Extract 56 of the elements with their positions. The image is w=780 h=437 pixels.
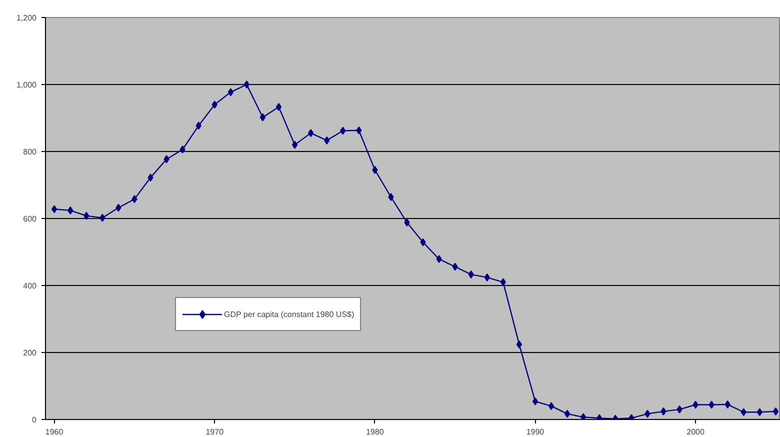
point: [500, 278, 506, 286]
point: [308, 129, 314, 138]
point: [340, 126, 346, 135]
y-tick-label: 400: [23, 282, 38, 290]
point: [452, 262, 458, 271]
point: [196, 122, 202, 130]
point: [756, 408, 762, 416]
y-tick-label: 1,000: [16, 80, 38, 90]
point: [260, 113, 266, 122]
x-tick-label: 1980: [366, 428, 384, 436]
point: [420, 238, 426, 246]
point: [660, 407, 666, 416]
point: [324, 136, 330, 144]
point: [388, 193, 394, 202]
point: [676, 405, 682, 414]
point: [148, 174, 154, 182]
point: [292, 140, 298, 149]
point: [580, 413, 586, 420]
point: [692, 400, 698, 409]
y-tick-label: 1,200: [16, 14, 38, 22]
point: [644, 410, 650, 418]
y-tick-label: 800: [23, 148, 38, 156]
point: [468, 270, 474, 278]
point: [100, 214, 106, 222]
point: [516, 340, 522, 348]
point: [436, 255, 442, 264]
point: [772, 407, 779, 416]
point: [372, 166, 378, 174]
point: [180, 145, 186, 154]
y-tick-label: 200: [23, 348, 38, 358]
point: [84, 212, 90, 220]
x-tick-label: 1990: [526, 428, 545, 436]
point: [532, 397, 538, 406]
point: [228, 88, 234, 96]
x-tick-label: 1960: [45, 428, 64, 436]
point: [68, 206, 74, 214]
point: [132, 195, 138, 204]
point: [404, 218, 410, 227]
point: [356, 126, 362, 134]
y-tick-label: 600: [23, 214, 38, 224]
point: [708, 400, 714, 409]
point: [564, 410, 570, 418]
point: [548, 402, 554, 410]
point: [116, 204, 122, 212]
y-tick-label: 0: [32, 416, 38, 424]
point: [724, 400, 730, 408]
point: [244, 80, 250, 88]
legend-label: GDP per capita (constant 1980 US$): [224, 310, 354, 318]
x-tick-label: 2000: [686, 428, 705, 436]
point: [51, 205, 58, 214]
point: [740, 408, 746, 416]
point: [276, 102, 282, 111]
point: [484, 273, 490, 282]
point: [164, 155, 170, 164]
x-tick-label: 1970: [206, 428, 224, 436]
point: [212, 100, 218, 109]
